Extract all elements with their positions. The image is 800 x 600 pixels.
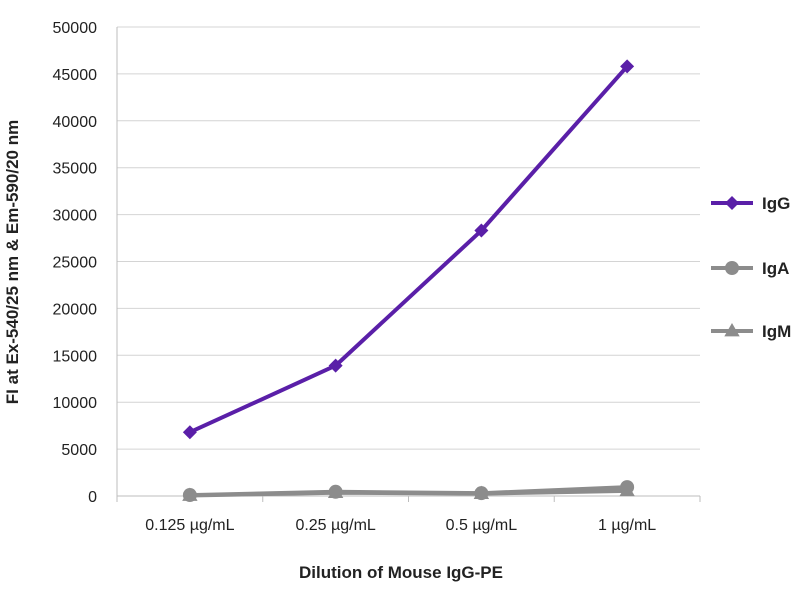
x-tick-label: 1 µg/mL bbox=[598, 517, 656, 534]
legend-label: IgG bbox=[762, 194, 790, 213]
y-tick-label: 35000 bbox=[53, 161, 98, 178]
y-tick-label: 40000 bbox=[53, 114, 98, 131]
data-point bbox=[620, 480, 635, 495]
series-igg bbox=[182, 59, 635, 440]
legend-marker bbox=[724, 323, 740, 337]
y-tick-label: 30000 bbox=[53, 208, 98, 225]
data-point bbox=[328, 358, 343, 373]
x-axis-title: Dilution of Mouse IgG-PE bbox=[299, 563, 503, 582]
legend: IgG IgA IgM bbox=[711, 194, 791, 341]
data-point bbox=[474, 223, 489, 238]
data-point bbox=[182, 488, 197, 503]
x-tick-label: 0.25 µg/mL bbox=[295, 517, 375, 534]
series-line bbox=[189, 485, 628, 498]
legend-item-iga: IgA bbox=[711, 259, 789, 278]
y-tick-label: 45000 bbox=[53, 67, 98, 84]
legend-label: IgM bbox=[762, 322, 791, 341]
series-group bbox=[182, 59, 635, 503]
x-tick-label: 0.125 µg/mL bbox=[145, 517, 234, 534]
legend-marker bbox=[725, 261, 739, 275]
series-line bbox=[189, 65, 629, 435]
y-tick-label: 0 bbox=[88, 489, 97, 506]
y-tick-label: 10000 bbox=[53, 395, 98, 412]
y-tick-label: 15000 bbox=[53, 348, 98, 365]
y-tick-label: 25000 bbox=[53, 255, 98, 272]
y-axis-title: FI at Ex-540/25 nm & Em-590/20 nm bbox=[3, 120, 22, 404]
x-tick-label: 0.5 µg/mL bbox=[446, 517, 518, 534]
legend-item-igg: IgG bbox=[711, 194, 790, 213]
legend-marker bbox=[725, 196, 739, 210]
legend-item-igm: IgM bbox=[711, 322, 791, 341]
legend-label: IgA bbox=[762, 259, 789, 278]
y-tick-label: 5000 bbox=[61, 442, 97, 459]
data-point bbox=[182, 425, 197, 440]
y-tick-label: 50000 bbox=[53, 20, 98, 37]
grid-lines bbox=[116, 26, 700, 497]
data-point bbox=[328, 484, 343, 499]
series-iga bbox=[182, 480, 635, 503]
y-tick-label: 20000 bbox=[53, 301, 98, 318]
data-point bbox=[620, 59, 635, 74]
x-axis: 0.125 µg/mL 0.25 µg/mL 0.5 µg/mL 1 µg/mL bbox=[116, 496, 701, 534]
y-axis-ticks: 0 5000 10000 15000 20000 25000 30000 35000 40000… bbox=[53, 20, 98, 506]
data-point bbox=[474, 486, 489, 501]
